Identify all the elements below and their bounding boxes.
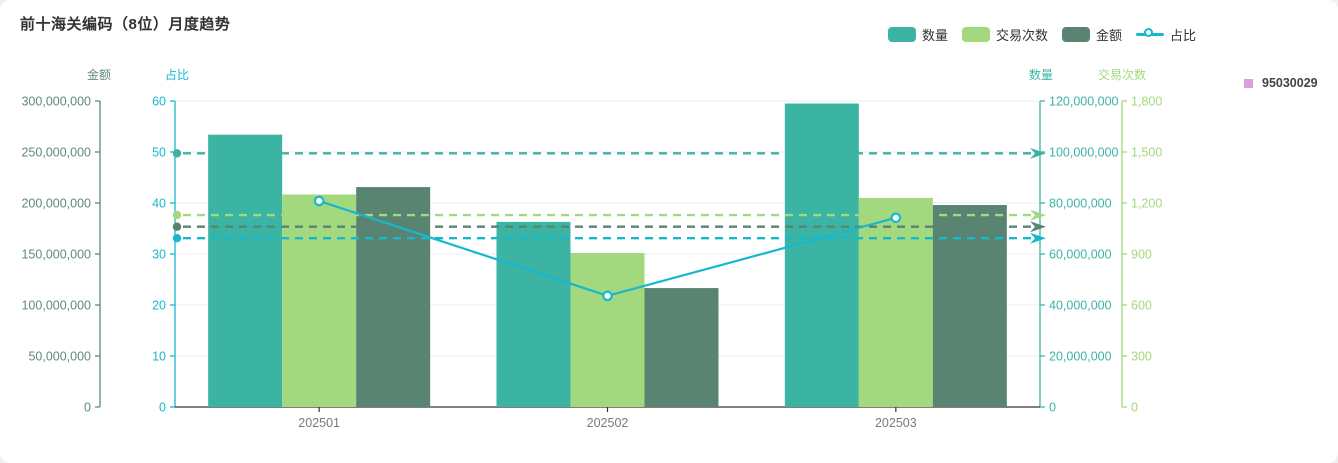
- svg-text:150,000,000: 150,000,000: [21, 248, 91, 262]
- svg-text:250,000,000: 250,000,000: [21, 146, 91, 160]
- svg-text:600: 600: [1131, 299, 1152, 313]
- bar-amount-202502[interactable]: [644, 288, 719, 407]
- svg-text:300,000,000: 300,000,000: [21, 95, 91, 109]
- code-legend-item[interactable]: 95030029: [1244, 76, 1318, 90]
- bar-quantity-202501[interactable]: [208, 134, 283, 407]
- axis-name-quantity: 数量: [1028, 68, 1054, 82]
- legend-label: 占比: [1170, 28, 1197, 43]
- transactions-swatch-icon: [962, 27, 991, 42]
- legend-item-quantity[interactable]: 数量: [888, 25, 948, 44]
- code-label: 95030029: [1262, 76, 1318, 90]
- svg-text:60: 60: [152, 95, 166, 109]
- bar-amount-202503[interactable]: [932, 205, 1007, 407]
- svg-text:1,200: 1,200: [1131, 197, 1162, 211]
- series-transactions: [282, 194, 933, 408]
- page-title: 前十海关编码（8位）月度趋势: [20, 16, 231, 33]
- legend-label: 金额: [1096, 28, 1123, 43]
- svg-text:1,800: 1,800: [1131, 95, 1162, 109]
- svg-text:50: 50: [152, 146, 166, 160]
- legend-item-amount[interactable]: 金额: [1062, 25, 1122, 44]
- svg-text:0: 0: [159, 401, 166, 415]
- svg-text:50,000,000: 50,000,000: [28, 350, 91, 364]
- svg-text:120,000,000: 120,000,000: [1049, 95, 1119, 109]
- avg-line-amount: [172, 221, 1046, 233]
- amount-swatch-icon: [1062, 27, 1091, 42]
- axis-x: 202501 202502 202503: [175, 406, 1040, 430]
- svg-text:30: 30: [152, 248, 166, 262]
- axis-name-amount: 金额: [86, 68, 112, 82]
- chart-legend: 数量 交易次数 金额 占比: [888, 25, 1196, 44]
- svg-text:40,000,000: 40,000,000: [1049, 299, 1112, 313]
- axis-qty: 0 20,000,000 40,000,000 60,000,000 80,000,00…: [1039, 95, 1119, 415]
- legend-label: 数量: [922, 28, 949, 43]
- svg-text:0: 0: [1049, 401, 1056, 415]
- svg-text:60,000,000: 60,000,000: [1049, 248, 1112, 262]
- avg-line-quantity: [172, 147, 1046, 159]
- avg-line-transactions: [172, 209, 1046, 221]
- ratio-point-202503[interactable]: [890, 212, 902, 224]
- quantity-swatch-icon: [888, 27, 916, 42]
- legend-item-transactions[interactable]: 交易次数: [962, 25, 1048, 44]
- svg-text:202502: 202502: [587, 416, 629, 430]
- axis-amount: 0 50,000,000 100,000,000 150,000,000 200,000…: [21, 95, 101, 415]
- svg-text:200,000,000: 200,000,000: [21, 197, 91, 211]
- svg-text:10: 10: [152, 350, 166, 364]
- svg-text:20,000,000: 20,000,000: [1049, 350, 1112, 364]
- svg-text:1,500: 1,500: [1131, 146, 1162, 160]
- svg-text:20: 20: [152, 299, 166, 313]
- legend-item-ratio[interactable]: 占比: [1136, 25, 1196, 44]
- bar-amount-202501[interactable]: [356, 187, 431, 407]
- bar-transactions-202501[interactable]: [282, 194, 357, 408]
- svg-text:100,000,000: 100,000,000: [1049, 146, 1119, 160]
- axis-name-ratio: 占比: [164, 68, 190, 82]
- series-quantity: [208, 103, 859, 408]
- legend-label: 交易次数: [996, 28, 1049, 43]
- svg-text:0: 0: [84, 401, 91, 415]
- bar-transactions-202502[interactable]: [570, 252, 645, 407]
- bar-quantity-202503[interactable]: [784, 103, 859, 408]
- ratio-line: [313, 195, 902, 302]
- svg-text:300: 300: [1131, 350, 1152, 364]
- axis-name-transactions: 交易次数: [1097, 68, 1147, 82]
- svg-text:100,000,000: 100,000,000: [21, 299, 91, 313]
- bar-quantity-202502[interactable]: [496, 221, 571, 407]
- ratio-line-icon: [1136, 27, 1165, 42]
- svg-text:0: 0: [1131, 401, 1138, 415]
- svg-text:202503: 202503: [875, 416, 917, 430]
- svg-text:80,000,000: 80,000,000: [1049, 197, 1112, 211]
- axis-txn: 0 300 600 900 1,200 1,500 1,800: [1121, 95, 1162, 415]
- avg-line-ratio: [172, 232, 1046, 244]
- axis-pct: 0 10 20 30 40 50 60: [152, 95, 176, 415]
- svg-text:202501: 202501: [298, 416, 340, 430]
- ratio-point-202502[interactable]: [602, 290, 613, 302]
- ratio-point-202501[interactable]: [313, 195, 325, 207]
- svg-text:900: 900: [1131, 248, 1152, 262]
- svg-text:40: 40: [152, 197, 166, 211]
- code-swatch-icon: [1244, 78, 1253, 88]
- bar-transactions-202503[interactable]: [858, 197, 933, 407]
